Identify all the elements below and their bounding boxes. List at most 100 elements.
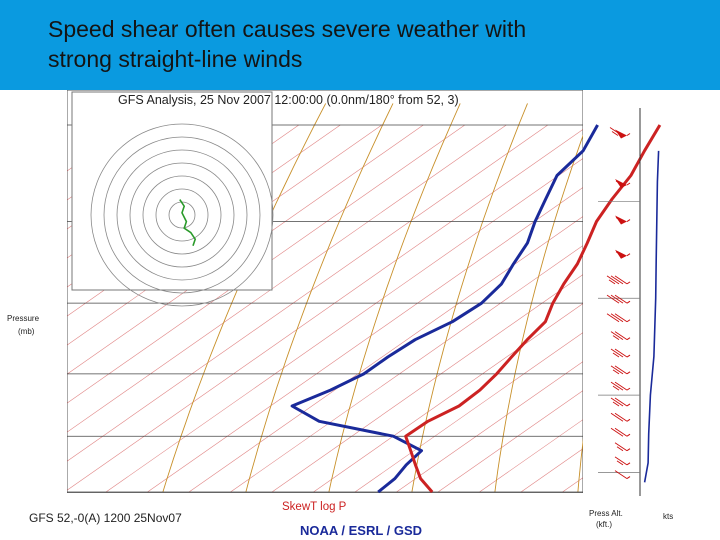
title-banner: Speed shear often causes severe weather … <box>0 0 720 90</box>
wind-barb-shaft <box>626 133 631 136</box>
isotherm-line <box>313 207 720 493</box>
wind-barb-flag <box>614 412 628 422</box>
wind-barb-shaft <box>626 448 631 452</box>
isotherm-line <box>479 323 720 493</box>
wind-barb-half-flag <box>608 279 616 285</box>
wind-barb-flag <box>614 365 628 375</box>
wind-barb-shaft <box>626 371 631 375</box>
wind-barb-pennant <box>615 249 627 259</box>
banner-line-2: strong straight-line winds <box>48 46 303 72</box>
wind-barb-flag <box>606 313 620 323</box>
dewpoint-profile-line <box>290 124 599 494</box>
wind-barb-flag <box>610 275 624 285</box>
hodograph-ring <box>129 162 235 268</box>
wind-barb-shaft <box>626 319 631 323</box>
wind-barb-flag <box>614 456 628 466</box>
wind-barb-flag <box>614 470 628 479</box>
wind-barb <box>610 397 631 407</box>
isotherm-line <box>22 124 548 493</box>
wind-barb-half-flag <box>615 217 623 222</box>
dry-adiabat-lines <box>162 103 720 493</box>
wind-panel <box>598 108 660 496</box>
y-axis-label: Pressure <box>7 314 40 323</box>
wind-barb-flag <box>614 381 628 391</box>
wind-barb-shaft <box>626 219 631 222</box>
wind-barb-half-flag <box>611 131 619 136</box>
wind-barb-half-flag <box>612 369 620 375</box>
plot-mask <box>0 90 720 540</box>
wind-barb-shaft <box>626 433 631 437</box>
footer-center: NOAA / ESRL / GSD <box>300 523 422 538</box>
wind-barb <box>610 365 631 375</box>
hodograph-ring <box>142 175 222 255</box>
wind-barb-flag <box>610 294 624 304</box>
hodograph-ring <box>155 188 209 242</box>
wind-barb <box>609 127 631 139</box>
chart-title: GFS Analysis, 25 Nov 2007 12:00:00 (0.0n… <box>118 93 459 107</box>
wind-barb <box>606 294 631 304</box>
diagram-name: SkewT log P <box>282 501 347 513</box>
y-axis-unit: (mb) <box>18 327 35 336</box>
dry-adiabat-line <box>245 103 394 493</box>
dry-adiabat-line <box>162 103 327 493</box>
wind-barb-half-flag <box>615 251 623 257</box>
wind-barb-flag <box>614 427 628 437</box>
wind-barb <box>606 275 631 285</box>
wind-barb-flag <box>614 275 628 285</box>
wind-barb-flag <box>614 397 628 407</box>
wind-barb-flag <box>614 331 628 341</box>
wind-barb-shaft <box>626 337 631 341</box>
wind-barb <box>610 427 631 437</box>
wind-barb <box>606 313 631 323</box>
wind-barb-half-flag <box>616 446 624 452</box>
wind-barb-half-flag <box>616 460 624 466</box>
hodograph-ring <box>116 149 248 281</box>
wind-barb <box>615 215 631 225</box>
wind-barb-flag <box>606 294 620 304</box>
wind-barb <box>615 179 631 189</box>
wind-barb-flag <box>610 412 624 422</box>
wind-barb-flag <box>610 331 624 341</box>
wind-speed-line <box>643 150 660 483</box>
isotherm-line <box>0 124 507 480</box>
hodograph-ring <box>103 136 261 294</box>
banner-title: Speed shear often causes severe weather … <box>48 14 688 74</box>
hodograph-inset <box>71 91 274 307</box>
wind-barb-shaft <box>626 281 631 285</box>
wind-barb-flag <box>606 275 620 285</box>
wind-barb <box>610 348 631 358</box>
wind-barb-flag <box>614 348 628 358</box>
wind-barb-flag <box>610 348 624 358</box>
wind-barb-shaft <box>626 418 631 422</box>
wind-barb-flag <box>614 313 628 323</box>
wind-barb-flag <box>610 313 624 323</box>
banner-line-1: Speed shear often causes severe weather … <box>48 16 527 42</box>
temperature-profile-line <box>404 124 662 493</box>
press-alt-unit: (kft.) <box>596 520 612 529</box>
wind-barb-flag <box>610 427 624 437</box>
wind-barb-flag <box>614 442 628 452</box>
wind-barb-half-flag <box>612 335 620 341</box>
wind-barb-pennant <box>615 215 627 225</box>
wind-barb-half-flag <box>612 401 620 407</box>
wind-barb-shaft <box>626 476 631 480</box>
wind-barb-shaft <box>626 354 631 358</box>
wind-barb-shaft <box>626 182 631 186</box>
hodograph-ring <box>90 123 274 307</box>
wind-barb-shaft <box>626 462 631 466</box>
wind-barb-half-flag <box>615 180 623 186</box>
wind-barb <box>610 331 631 341</box>
press-alt-label: Press Alt. <box>589 509 623 518</box>
wind-barb-flag <box>610 381 624 391</box>
wind-barb <box>614 442 631 452</box>
dry-adiabat-line <box>494 103 596 493</box>
wind-barb-flag <box>609 127 623 136</box>
wind-barb <box>610 381 631 391</box>
hodograph-trace <box>179 199 197 247</box>
wind-barb-shaft <box>626 403 631 407</box>
wind-barb <box>614 456 631 466</box>
wind-barb-pennant <box>615 179 627 189</box>
dry-adiabat-line <box>411 103 528 493</box>
isotherm-line <box>105 124 631 493</box>
